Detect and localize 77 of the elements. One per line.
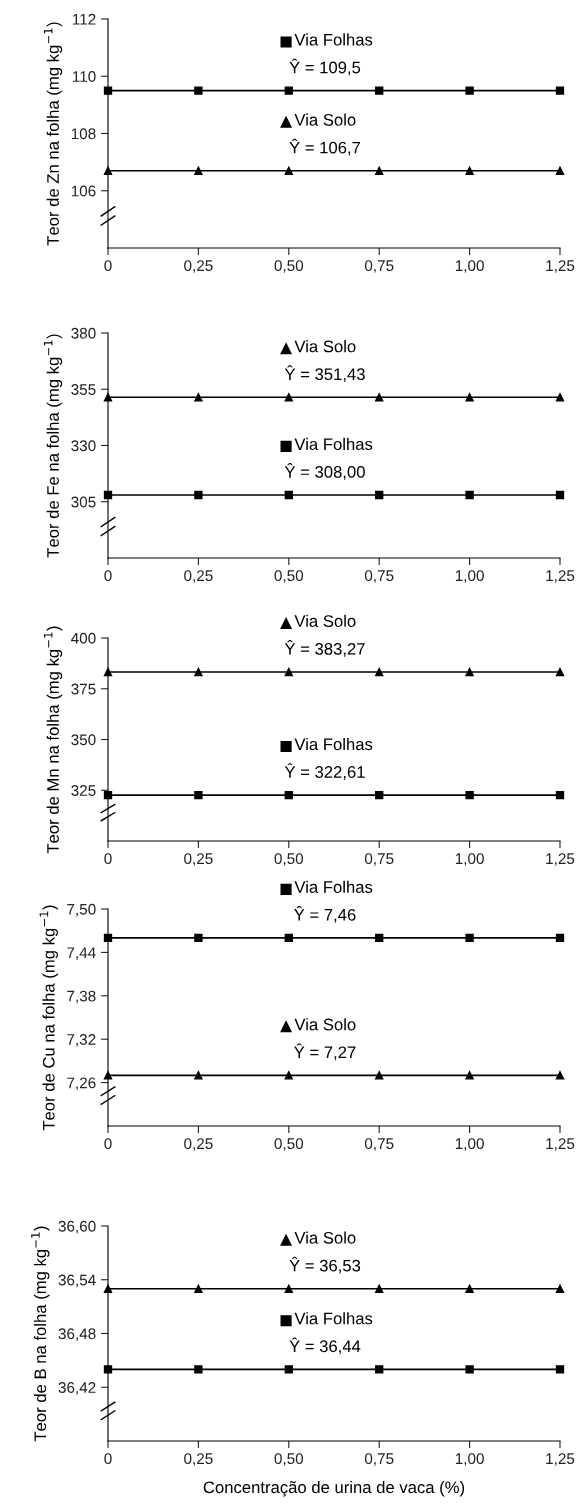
x-tick-label: 0 (104, 853, 112, 865)
y-tick-label: 108 (71, 128, 96, 140)
annotation: Ŷ = 36,53 (289, 1256, 361, 1274)
legend-label: Via Folhas (294, 1312, 373, 1325)
x-tick-label: 1,25 (546, 260, 575, 273)
x-tick-label: 0,50 (274, 1453, 304, 1466)
legend-label: Via Folhas (294, 33, 373, 46)
x-tick-label: 0,25 (184, 853, 213, 866)
annotation: Ŷ = 109,5 (289, 58, 361, 76)
annotation: Ŷ = 322,61 (284, 763, 365, 780)
x-tick-label: 1,00 (455, 853, 484, 866)
x-tick-label: 0 (104, 1138, 112, 1150)
x-tick-label: 1,25 (546, 1138, 575, 1151)
y-axis-title: Teor de Cu na folha (mg kg$^{−1}$) (39, 905, 58, 1131)
x-tick-label: 0,25 (184, 1138, 213, 1151)
annotation: Ŷ = 308,00 (284, 463, 365, 480)
y-tick-label: 36,54 (58, 1274, 96, 1288)
y-axis-title: Teor de Mn na folha (mg kg$^{−1}$) (43, 626, 63, 854)
y-axis-title: Teor de Fe na folha (mg kg$^{−1}$) (43, 334, 63, 558)
x-tick-label: 0,50 (274, 260, 304, 273)
y-axis-title: Teor de Zn na folha (mg kg$^{−1}$) (43, 22, 63, 246)
y-tick-label: 36,42 (58, 1382, 96, 1395)
x-tick-label: 1,00 (455, 260, 484, 273)
y-tick-label: 305 (71, 496, 96, 508)
annotation: Ŷ = 7,46 (294, 906, 356, 923)
x-tick-label: 0,75 (364, 260, 394, 273)
x-tick-label: 0,75 (364, 1453, 394, 1466)
y-tick-label: 7,32 (67, 1034, 96, 1047)
y-tick-label: 36,60 (58, 1220, 96, 1234)
x-tick-label: 1,00 (455, 1138, 484, 1151)
annotation: Ŷ = 383,27 (284, 640, 365, 657)
y-tick-label: 7,38 (67, 990, 96, 1004)
y-tick-label: 375 (71, 683, 96, 695)
x-tick-label: 0,50 (274, 1138, 304, 1151)
y-tick-label: 380 (71, 327, 96, 339)
y-tick-label: 7,50 (67, 903, 96, 917)
legend-label: Via Solo (294, 1018, 356, 1031)
annotation: Ŷ = 7,27 (294, 1043, 356, 1061)
x-tick-label: 1,00 (455, 1453, 484, 1466)
y-tick-label: 36,48 (58, 1328, 96, 1341)
x-tick-label: 0,25 (184, 1453, 213, 1466)
x-tick-label: 1,25 (546, 853, 575, 866)
legend-label: Via Solo (294, 614, 356, 627)
x-tick-label: 0 (104, 1453, 112, 1465)
x-tick-label: 0,75 (364, 853, 394, 866)
y-tick-label: 400 (71, 632, 96, 644)
y-axis-title: Teor de B na folha (mg kg$^{−1}$) (31, 1226, 50, 1442)
x-tick-label: 0,75 (364, 1138, 394, 1151)
y-tick-label: 112 (73, 13, 96, 25)
legend-label: Via Folhas (294, 437, 373, 451)
legend-label: Via Solo (294, 340, 356, 353)
y-tick-label: 106 (71, 185, 96, 197)
x-tick-label: 1,25 (546, 570, 575, 583)
x-tick-label: 0,25 (184, 260, 213, 273)
x-tick-label: 0 (104, 260, 112, 272)
legend-label: Via Solo (294, 113, 356, 126)
y-tick-label: 330 (71, 440, 96, 452)
text: Via Folhas (294, 880, 373, 893)
annotation: Ŷ = 351,43 (284, 365, 365, 383)
x-axis-title: Concentração de urina de vaca (%) (203, 1480, 465, 1497)
x-tick-label: 0,75 (364, 570, 394, 583)
x-tick-label: 1,25 (546, 1453, 575, 1466)
y-tick-label: 110 (73, 71, 96, 82)
x-tick-label: 0,50 (274, 853, 304, 866)
y-tick-label: 355 (71, 384, 96, 395)
x-tick-label: 1,00 (455, 570, 484, 583)
annotation: Ŷ = 106,7 (289, 138, 361, 156)
x-tick-label: 0,25 (184, 570, 213, 583)
legend-label: Via Solo (294, 1231, 356, 1244)
y-tick-label: 7,26 (67, 1077, 96, 1091)
x-tick-label: 0,50 (274, 570, 304, 583)
y-tick-label: 350 (71, 734, 96, 746)
y-tick-label: 7,44 (67, 947, 96, 960)
legend-label: Via Folhas (294, 737, 373, 751)
x-tick-label: 0 (104, 570, 112, 582)
y-tick-label: 325 (71, 785, 96, 796)
annotation: Ŷ = 36,44 (289, 1337, 361, 1355)
